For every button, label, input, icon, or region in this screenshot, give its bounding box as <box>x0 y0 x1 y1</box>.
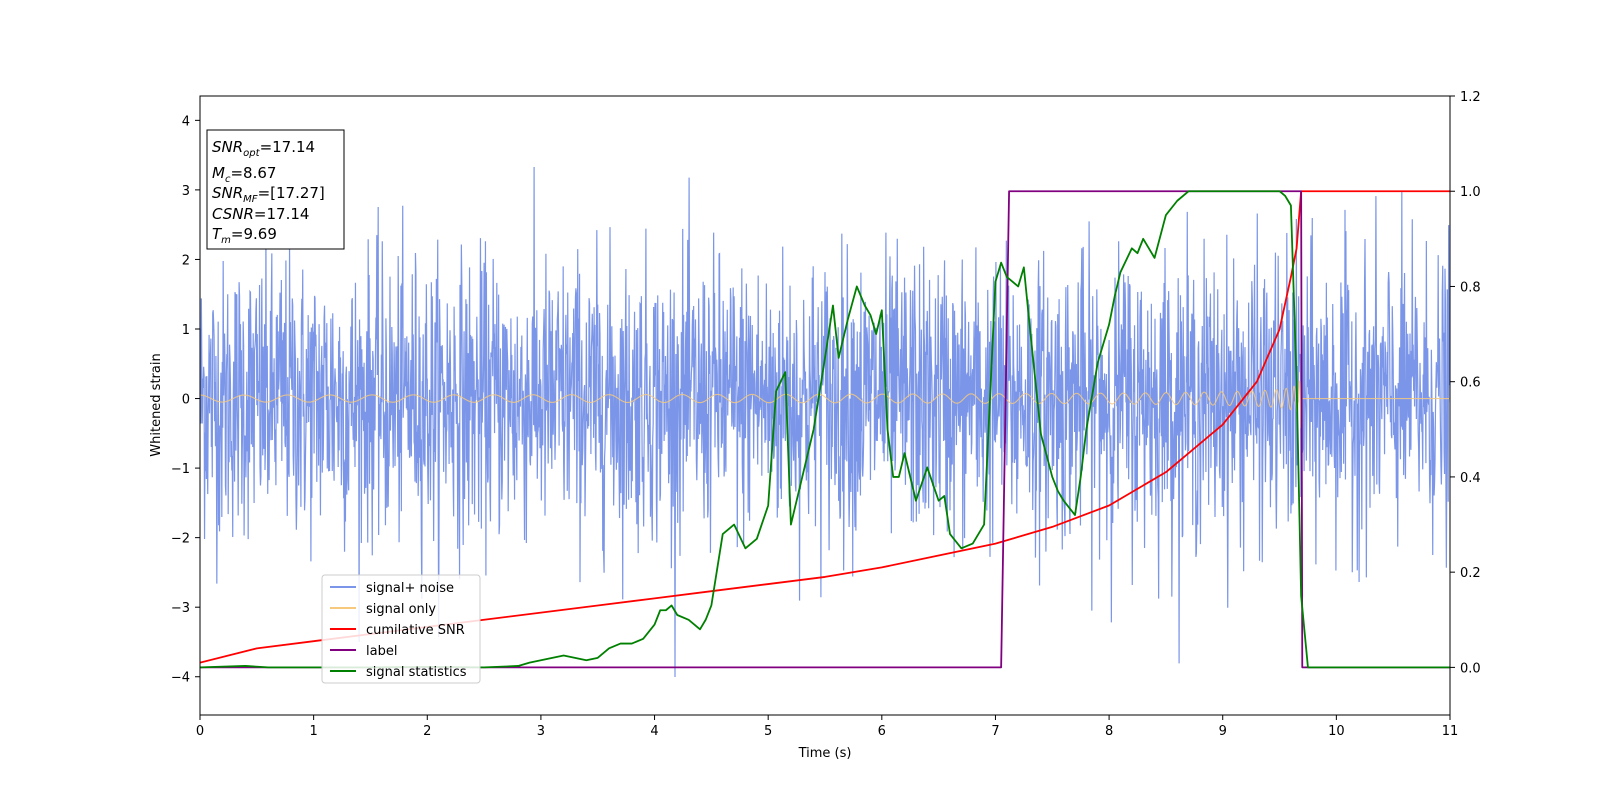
annotation-line-4: CSNR=17.14 <box>212 205 309 223</box>
x-tick-label: 5 <box>764 724 772 739</box>
y-right-tick-label: 0.2 <box>1460 566 1481 581</box>
x-tick-label: 4 <box>650 724 658 739</box>
series-signal-noise-line <box>200 167 1450 677</box>
y-axis-label: Whitened strain <box>149 353 164 456</box>
legend-label-signal-noise: signal+ noise <box>366 581 454 596</box>
legend-label-cumulative-snr: cumilative SNR <box>366 623 465 638</box>
y-left-tick-label: 4 <box>182 114 190 129</box>
y-right-tick-label: 0.8 <box>1460 280 1481 295</box>
y-right-tick-label: 0.0 <box>1460 661 1481 676</box>
legend: signal+ noise signal only cumilative SNR… <box>321 574 481 684</box>
x-axis-label: Time (s) <box>798 746 852 761</box>
x-tick-label: 0 <box>196 724 204 739</box>
legend-label-label: label <box>366 644 397 659</box>
legend-label-signal-statistics: signal statistics <box>366 665 467 680</box>
y-right-tick-label: 0.6 <box>1460 376 1481 391</box>
y-left-tick-label: −2 <box>171 532 190 547</box>
annotation-box: SNRopt=17.14 Mc=8.67 SNRMF=[17.27] CSNR=… <box>206 129 345 250</box>
annotation-line-5: Tm=9.69 <box>212 225 277 246</box>
annotation-line-3: SNRMF=[17.27] <box>212 184 325 205</box>
x-tick-label: 11 <box>1442 724 1459 739</box>
y-left-tick-label: 3 <box>182 184 190 199</box>
annotation-frame <box>206 129 345 250</box>
annotation-line-1: SNRopt=17.14 <box>212 138 315 159</box>
x-tick-label: 7 <box>991 724 999 739</box>
legend-label-signal-only: signal only <box>366 602 436 617</box>
y-left-tick-label: −1 <box>171 462 190 477</box>
x-tick-label: 10 <box>1328 724 1345 739</box>
x-tick-label: 2 <box>423 724 431 739</box>
x-tick-label: 8 <box>1105 724 1113 739</box>
x-tick-label: 1 <box>309 724 317 739</box>
x-tick-label: 9 <box>1219 724 1227 739</box>
y-right-tick-label: 1.0 <box>1460 185 1481 200</box>
x-tick-label: 3 <box>537 724 545 739</box>
y-left-tick-label: 0 <box>182 393 190 408</box>
legend-frame <box>321 574 481 684</box>
y-left-tick-label: −3 <box>171 601 190 616</box>
y-right-tick-label: 1.2 <box>1460 90 1481 105</box>
x-tick-label: 6 <box>878 724 886 739</box>
y-right-tick-label: 0.4 <box>1460 471 1481 486</box>
annotation-line-2: Mc=8.67 <box>212 164 276 185</box>
y-left-tick-label: 2 <box>182 253 190 268</box>
y-left-tick-label: 1 <box>182 323 190 338</box>
y-left-tick-label: −4 <box>171 671 190 686</box>
plot-frame <box>199 95 1451 716</box>
series-signal-statistics-line <box>200 190 1450 669</box>
